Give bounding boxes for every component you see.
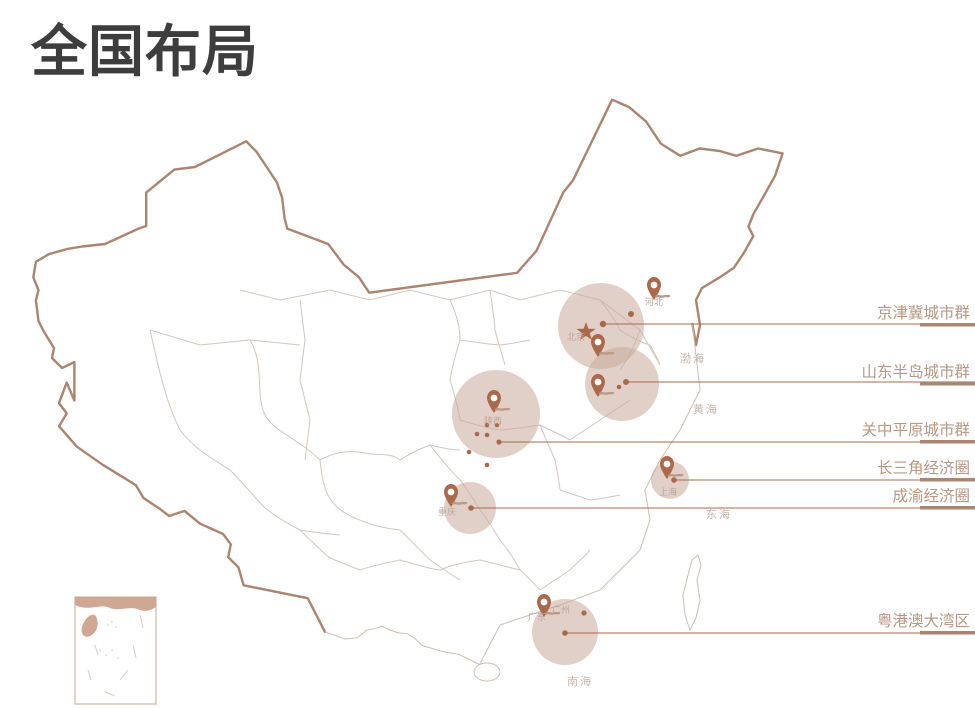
svg-text:北京: 北京 [567,331,585,342]
svg-text:粤港澳大湾区: 粤港澳大湾区 [877,611,970,630]
svg-text:南海: 南海 [567,674,593,688]
svg-text:渤海: 渤海 [680,351,706,365]
svg-text:东海: 东海 [706,507,732,521]
svg-text:黄海: 黄海 [693,402,719,416]
svg-text:广州: 广州 [552,604,570,615]
svg-text:重庆: 重庆 [438,506,456,517]
svg-text:长三角经济圈: 长三角经济圈 [877,459,970,477]
svg-text:上海: 上海 [659,486,677,497]
svg-text:成渝经济圈: 成渝经济圈 [892,487,970,505]
svg-text:陕西: 陕西 [484,415,502,426]
svg-text:京津冀城市群: 京津冀城市群 [877,304,970,322]
svg-text:山东半岛城市群: 山东半岛城市群 [861,363,970,381]
svg-text:广东: 广东 [528,611,546,622]
svg-text:关中平原城市群: 关中平原城市群 [861,421,970,439]
svg-text:河北: 河北 [645,296,663,307]
